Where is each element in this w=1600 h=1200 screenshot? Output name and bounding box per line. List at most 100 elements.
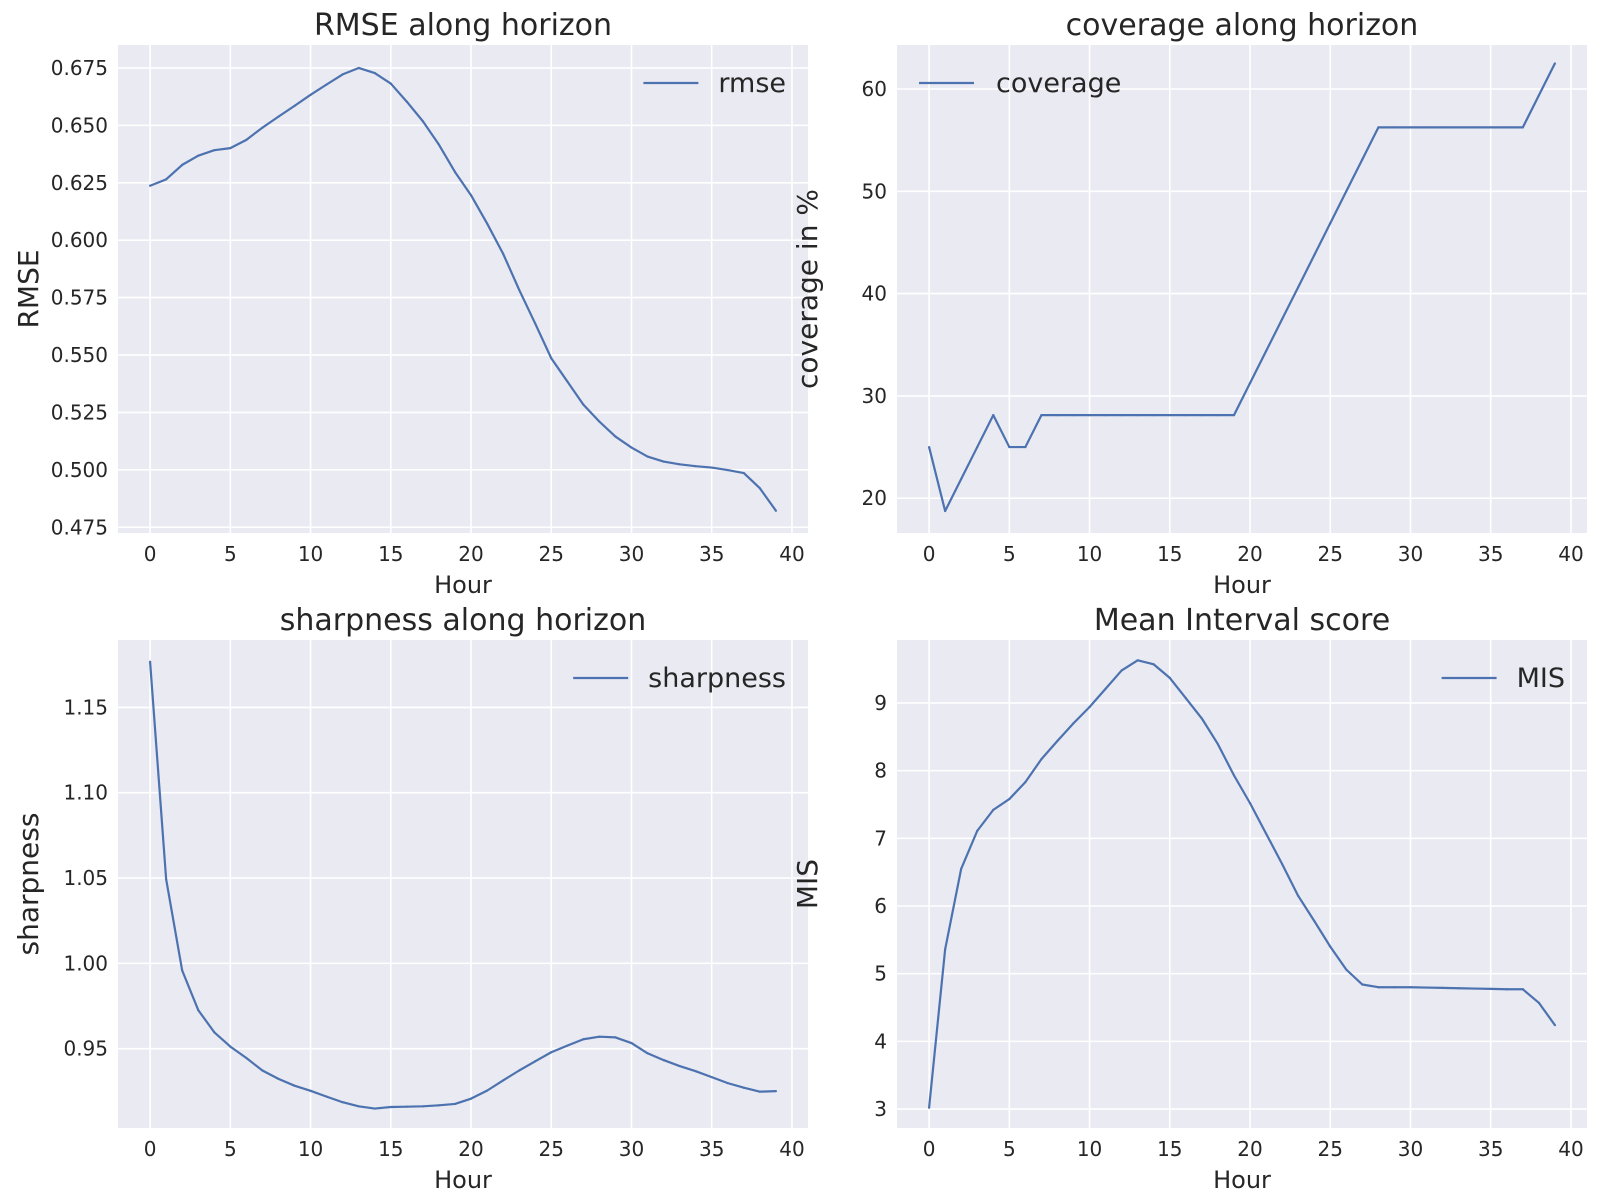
data-point (213, 1031, 216, 1034)
data-point (1505, 126, 1508, 129)
data-point (662, 1058, 665, 1062)
data-point (1313, 919, 1316, 922)
data-point (1184, 697, 1187, 700)
y-tick-label: 0.525 (51, 400, 108, 424)
y-tick-label: 0.95 (63, 1037, 108, 1061)
data-point (1104, 687, 1107, 690)
data-point (229, 147, 232, 150)
subplot-title: coverage along horizon (1066, 8, 1419, 43)
y-tick-label: 0.575 (51, 286, 108, 310)
data-point (1216, 743, 1220, 746)
data-point (927, 1106, 931, 1109)
subplot-3: 0 5 10 15 20 25 30 35 40 0.95 1.00 1.05 1.10 1.15 shar… (12, 603, 808, 1194)
x-tick-label: 40 (779, 542, 804, 566)
data-point (1184, 413, 1187, 417)
data-point (1216, 413, 1220, 417)
data-point (992, 413, 995, 417)
legend: MIS (1441, 663, 1565, 694)
y-tick-label: 1.10 (63, 781, 108, 805)
data-point (1200, 413, 1203, 417)
data-point (421, 1105, 424, 1108)
data-point (614, 435, 617, 438)
data-point (1297, 894, 1300, 897)
data-point (1457, 126, 1460, 129)
data-point (1120, 413, 1123, 417)
data-point (1329, 945, 1332, 948)
data-point (1329, 222, 1332, 225)
x-tick-label: 20 (458, 1137, 483, 1161)
data-point (1232, 413, 1236, 417)
data-point (726, 468, 729, 472)
data-point (1008, 797, 1011, 801)
series-line-MIS (927, 659, 1556, 1108)
x-axis-label: Hour (1213, 571, 1271, 599)
data-point (976, 829, 979, 832)
data-point (1537, 1001, 1540, 1004)
data-point (694, 465, 697, 468)
data-point (1056, 739, 1059, 742)
data-point (1409, 126, 1412, 129)
data-point (960, 867, 963, 870)
data-point (1008, 445, 1011, 449)
data-point (1553, 1024, 1557, 1027)
x-tick-label: 40 (1558, 542, 1583, 566)
data-point (325, 1095, 328, 1098)
data-point (614, 1036, 617, 1039)
subplot-title: RMSE along horizon (314, 8, 612, 43)
x-tick-label: 10 (298, 542, 323, 566)
data-point (534, 322, 537, 325)
data-point (325, 83, 328, 86)
data-point (341, 1101, 344, 1104)
plot-background (118, 640, 808, 1128)
data-point (1361, 158, 1364, 161)
data-point (1152, 663, 1155, 666)
data-point (181, 969, 184, 972)
data-point (165, 178, 168, 181)
data-point (405, 1105, 408, 1108)
data-point (1281, 862, 1284, 866)
y-tick-label: 60 (862, 77, 887, 101)
x-axis-label: Hour (1213, 1166, 1271, 1194)
data-point (437, 1104, 441, 1107)
x-tick-label: 10 (1077, 1137, 1102, 1161)
data-point (1473, 126, 1476, 129)
data-point (1281, 318, 1284, 321)
data-point (277, 1077, 280, 1080)
data-point (1457, 987, 1460, 990)
y-tick-label: 0.475 (51, 515, 108, 539)
data-point (1361, 983, 1364, 986)
data-point (1024, 445, 1027, 449)
data-point (1040, 758, 1043, 761)
data-point (1168, 676, 1171, 680)
data-point (1248, 802, 1252, 805)
data-point (485, 222, 489, 225)
data-point (148, 184, 152, 187)
data-point (758, 487, 761, 490)
data-point (469, 194, 473, 197)
data-point (710, 1076, 713, 1079)
x-tick-label: 5 (224, 1137, 237, 1161)
data-point (1264, 350, 1268, 353)
data-point (1088, 413, 1091, 417)
x-tick-label: 35 (1478, 1137, 1503, 1161)
data-point (502, 252, 505, 255)
data-point (1024, 781, 1027, 784)
legend-label: coverage (996, 68, 1121, 99)
legend-label: sharpness (648, 663, 786, 694)
series-line-sharpness (148, 661, 776, 1110)
subplot-title: sharpness along horizon (280, 603, 647, 638)
legend: coverage (919, 68, 1121, 99)
data-point (373, 71, 376, 75)
y-tick-label: 40 (862, 282, 887, 306)
x-tick-label: 15 (1157, 542, 1182, 566)
data-point (1393, 126, 1396, 129)
data-point (1377, 126, 1380, 129)
data-point (453, 170, 457, 174)
data-point (485, 1089, 489, 1092)
subplot-2: 0 5 10 15 20 25 30 35 40 20 30 40 50 60 coverage along… (791, 8, 1587, 599)
data-point (758, 1090, 761, 1093)
data-point (293, 104, 296, 107)
x-tick-label: 30 (619, 1137, 644, 1161)
subplot-title: Mean Interval score (1094, 603, 1390, 638)
